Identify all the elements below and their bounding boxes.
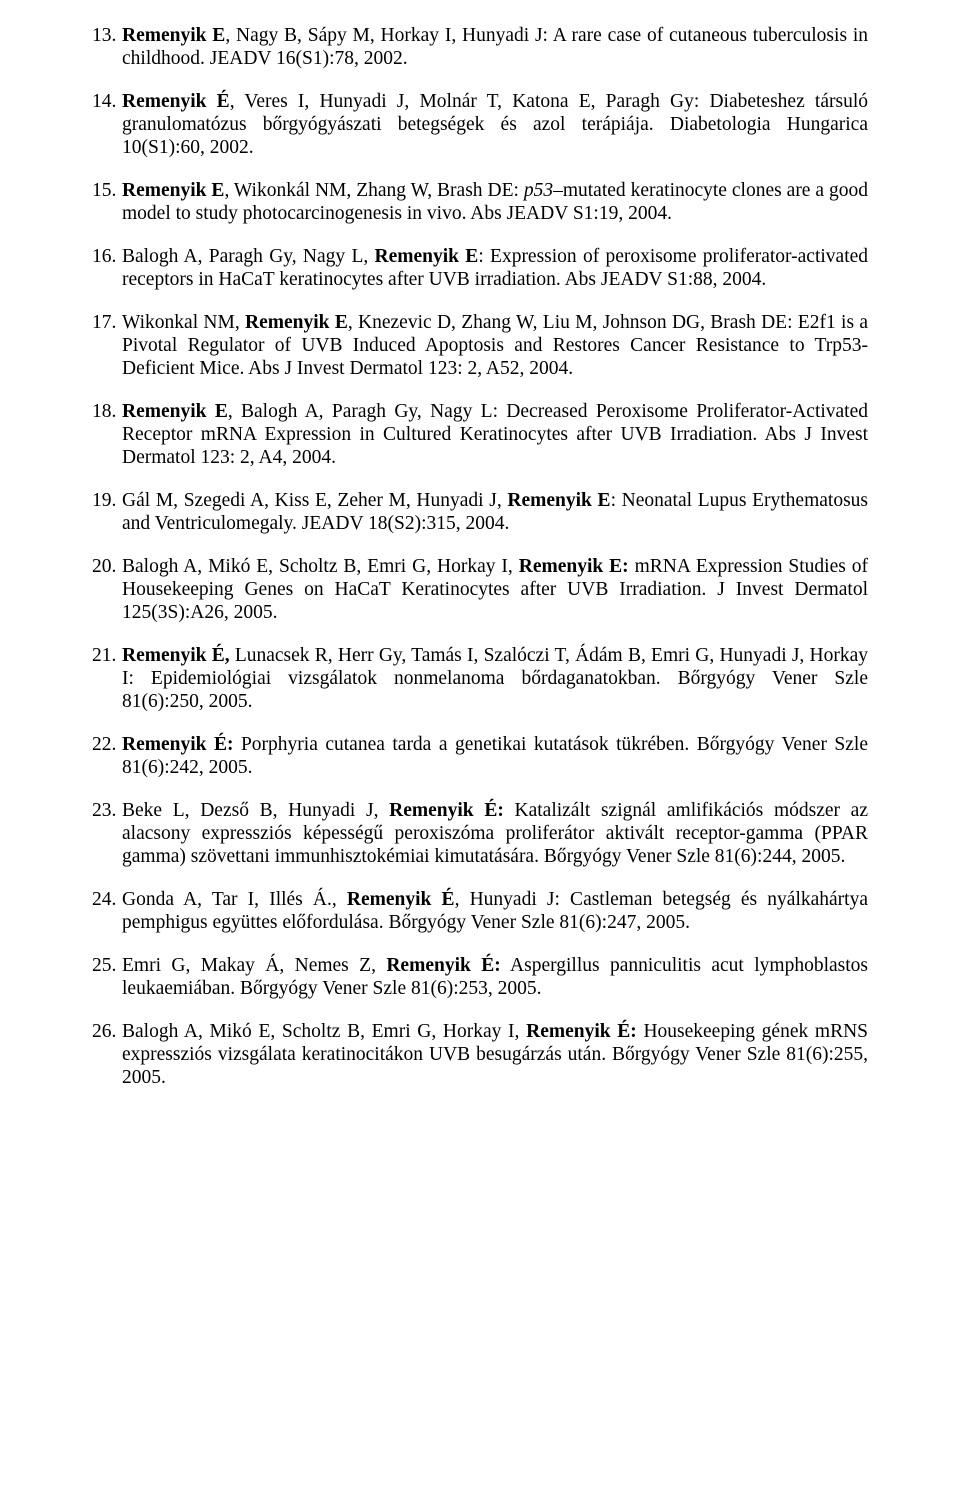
reference-segment: Lunacsek R, Herr Gy, Tamás I, Szalóczi T… (122, 645, 868, 712)
reference-segment: Remenyik E (122, 401, 228, 422)
reference-item: 14.Remenyik É, Veres I, Hunyadi J, Molná… (92, 90, 868, 159)
reference-number: 19. (92, 489, 122, 535)
reference-item: 18.Remenyik E, Balogh A, Paragh Gy, Nagy… (92, 400, 868, 469)
reference-segment: , Nagy B, Sápy M, Horkay I, Hunyadi J: A… (122, 25, 868, 69)
reference-text: Gonda A, Tar I, Illés Á., Remenyik É, Hu… (122, 888, 868, 934)
reference-segment: Remenyik É: (122, 734, 233, 755)
reference-text: Balogh A, Paragh Gy, Nagy L, Remenyik E:… (122, 245, 868, 291)
reference-number: 21. (92, 644, 122, 713)
reference-text: Wikonkal NM, Remenyik E, Knezevic D, Zha… (122, 311, 868, 380)
reference-segment: Gál M, Szegedi A, Kiss E, Zeher M, Hunya… (122, 490, 507, 511)
reference-item: 15.Remenyik E, Wikonkál NM, Zhang W, Bra… (92, 179, 868, 225)
reference-segment: Remenyik E: (519, 556, 629, 577)
reference-text: Emri G, Makay Á, Nemes Z, Remenyik É: As… (122, 954, 868, 1000)
reference-segment: Remenyik E (122, 180, 224, 201)
reference-item: 13.Remenyik E, Nagy B, Sápy M, Horkay I,… (92, 24, 868, 70)
reference-number: 15. (92, 179, 122, 225)
reference-item: 19.Gál M, Szegedi A, Kiss E, Zeher M, Hu… (92, 489, 868, 535)
reference-segment: Balogh A, Mikó E, Scholtz B, Emri G, Hor… (122, 556, 519, 577)
reference-item: 16.Balogh A, Paragh Gy, Nagy L, Remenyik… (92, 245, 868, 291)
reference-text: Remenyik E, Nagy B, Sápy M, Horkay I, Hu… (122, 24, 868, 70)
reference-text: Remenyik E, Balogh A, Paragh Gy, Nagy L:… (122, 400, 868, 469)
reference-segment: Wikonkal NM, (122, 312, 245, 333)
reference-segment: Gonda A, Tar I, Illés Á., (122, 889, 347, 910)
reference-number: 23. (92, 799, 122, 868)
reference-item: 26.Balogh A, Mikó E, Scholtz B, Emri G, … (92, 1020, 868, 1089)
reference-text: Gál M, Szegedi A, Kiss E, Zeher M, Hunya… (122, 489, 868, 535)
reference-segment: , Veres I, Hunyadi J, Molnár T, Katona E… (122, 91, 868, 158)
reference-segment: p53 (524, 180, 553, 201)
reference-segment: Remenyik E (507, 490, 610, 511)
reference-segment: Remenyik E (375, 246, 479, 267)
reference-segment: Remenyik E (245, 312, 348, 333)
reference-segment: Remenyik É: (386, 955, 500, 976)
reference-segment: , Balogh A, Paragh Gy, Nagy L: Decreased… (122, 401, 868, 468)
reference-number: 18. (92, 400, 122, 469)
reference-text: Remenyik E, Wikonkál NM, Zhang W, Brash … (122, 179, 868, 225)
reference-number: 24. (92, 888, 122, 934)
reference-text: Remenyik É, Lunacsek R, Herr Gy, Tamás I… (122, 644, 868, 713)
reference-number: 20. (92, 555, 122, 624)
reference-number: 14. (92, 90, 122, 159)
reference-number: 16. (92, 245, 122, 291)
reference-segment: , Wikonkál NM, Zhang W, Brash DE: (224, 180, 523, 201)
reference-segment: Beke L, Dezső B, Hunyadi J, (122, 800, 389, 821)
reference-text: Remenyik É, Veres I, Hunyadi J, Molnár T… (122, 90, 868, 159)
reference-segment: Balogh A, Mikó E, Scholtz B, Emri G, Hor… (122, 1021, 526, 1042)
reference-segment: Remenyik E (122, 25, 225, 46)
reference-segment: Remenyik É (122, 91, 230, 112)
reference-segment: Porphyria cutanea tarda a genetikai kuta… (122, 734, 868, 778)
reference-number: 26. (92, 1020, 122, 1089)
reference-item: 23.Beke L, Dezső B, Hunyadi J, Remenyik … (92, 799, 868, 868)
document-page: 13.Remenyik E, Nagy B, Sápy M, Horkay I,… (0, 0, 960, 1512)
reference-segment: Remenyik É: (389, 800, 504, 821)
reference-text: Remenyik É: Porphyria cutanea tarda a ge… (122, 733, 868, 779)
reference-item: 22.Remenyik É: Porphyria cutanea tarda a… (92, 733, 868, 779)
reference-item: 17.Wikonkal NM, Remenyik E, Knezevic D, … (92, 311, 868, 380)
reference-segment: Remenyik É, (122, 645, 230, 666)
reference-segment: Emri G, Makay Á, Nemes Z, (122, 955, 386, 976)
reference-text: Balogh A, Mikó E, Scholtz B, Emri G, Hor… (122, 555, 868, 624)
reference-text: Balogh A, Mikó E, Scholtz B, Emri G, Hor… (122, 1020, 868, 1089)
reference-item: 21.Remenyik É, Lunacsek R, Herr Gy, Tamá… (92, 644, 868, 713)
reference-number: 13. (92, 24, 122, 70)
reference-item: 25.Emri G, Makay Á, Nemes Z, Remenyik É:… (92, 954, 868, 1000)
reference-segment: Remenyik É: (526, 1021, 637, 1042)
reference-segment: Balogh A, Paragh Gy, Nagy L, (122, 246, 375, 267)
reference-segment: Remenyik É (347, 889, 455, 910)
reference-number: 17. (92, 311, 122, 380)
reference-text: Beke L, Dezső B, Hunyadi J, Remenyik É: … (122, 799, 868, 868)
reference-item: 20.Balogh A, Mikó E, Scholtz B, Emri G, … (92, 555, 868, 624)
reference-number: 25. (92, 954, 122, 1000)
reference-number: 22. (92, 733, 122, 779)
reference-item: 24.Gonda A, Tar I, Illés Á., Remenyik É,… (92, 888, 868, 934)
